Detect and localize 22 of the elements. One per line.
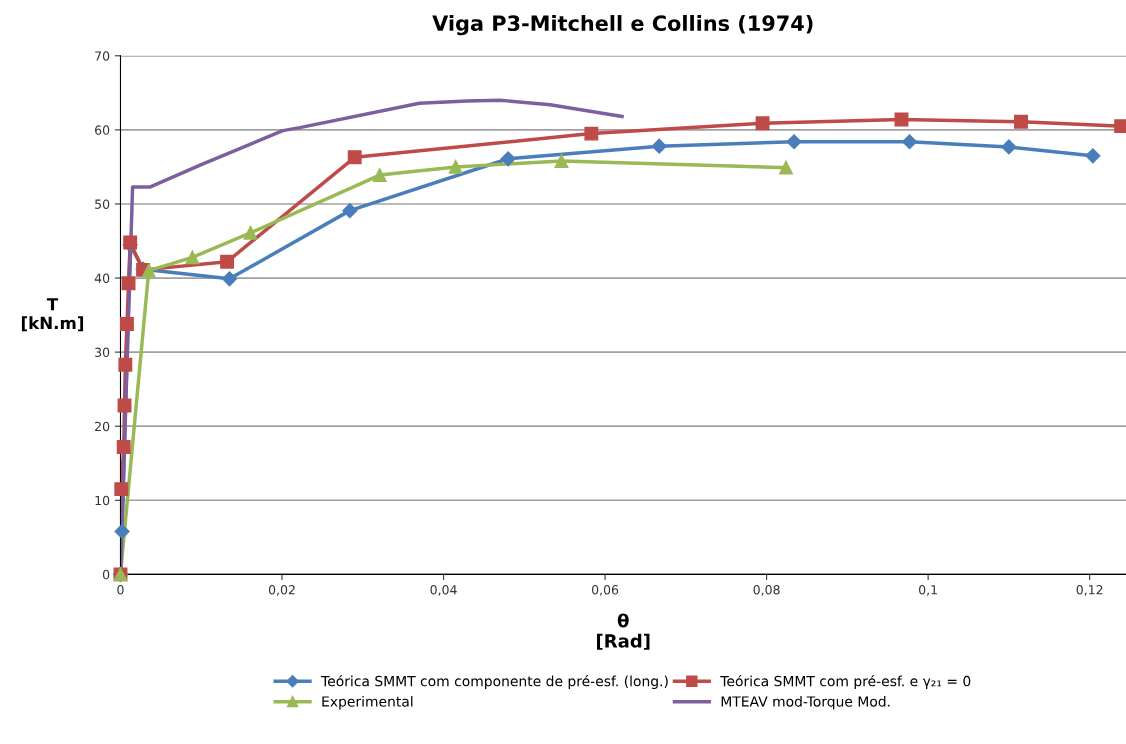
x-axis-title: θ [Rad] xyxy=(597,613,650,650)
legend-label: MTEAV mod-Torque Mod. xyxy=(721,695,890,710)
x-tick-label: 0,06 xyxy=(591,585,619,596)
y-tick-label: 60 xyxy=(95,125,110,135)
y-tick-label: 30 xyxy=(95,347,110,358)
legend-label: Teórica SMMT com componente de pré-esf. (long.) xyxy=(321,675,668,690)
y-tick-label: 0 xyxy=(102,569,110,580)
x-tick-label: 0,02 xyxy=(268,585,295,596)
y-tick-label: 20 xyxy=(95,421,110,432)
x-tick-label: 0 xyxy=(117,585,124,595)
chart-title: Viga P3-Mitchell e Collins (1974) xyxy=(432,14,813,36)
legend-label: Experimental xyxy=(322,695,413,710)
y-tick-label: 40 xyxy=(94,273,110,283)
y-tick-label: 70 xyxy=(95,51,110,61)
legend-label: Teórica SMMT com pré-esf. e γ₂₁ = 0 xyxy=(720,675,971,690)
x-tick-label: 0,1 xyxy=(919,585,937,596)
x-tick-label: 0,12 xyxy=(1076,585,1103,596)
y-axis-title: T [kN.m] xyxy=(21,298,84,332)
x-tick-label: 0,04 xyxy=(430,585,457,596)
y-tick-label: 50 xyxy=(95,199,110,209)
y-tick-label: 10 xyxy=(95,495,110,506)
x-tick-label: 0,08 xyxy=(753,585,780,596)
